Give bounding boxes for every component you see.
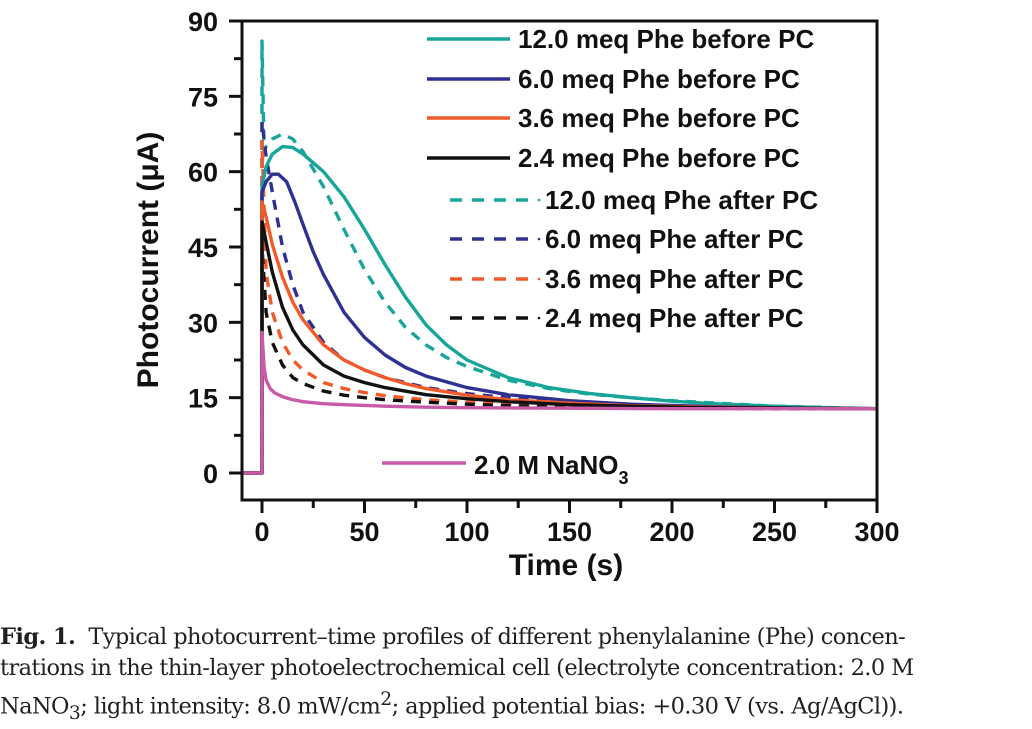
legend-swatch-dot (537, 237, 541, 241)
figure-label: Fig. 1. (0, 624, 76, 650)
x-tick-label: 300 (854, 517, 899, 547)
y-tick-label: 90 (188, 7, 218, 37)
legend-label: 3.6 meq Phe after PC (545, 264, 804, 294)
legend-label: 6.0 meq Phe after PC (545, 224, 804, 254)
series-line-2-0-m-nano (243, 330, 876, 475)
x-tick-label: 200 (649, 517, 694, 547)
figure-caption: Fig. 1. Typical photocurrent–time profil… (0, 622, 1032, 729)
y-tick-label: 45 (188, 233, 218, 263)
plot-lines (243, 39, 876, 475)
legend-swatch-dot (537, 316, 541, 320)
legend: 12.0 meq Phe before PC 6.0 meq Phe before… (382, 24, 818, 488)
legend-swatch-dot (537, 198, 541, 202)
chart: 0 15 30 45 60 75 90 0 50 100 150 200 250 300 Time (s… (132, 7, 900, 582)
legend-label: 6.0 meq Phe before PC (518, 64, 800, 94)
y-axis-ticks: 0 15 30 45 60 75 90 (188, 7, 242, 489)
y-tick-label: 15 (188, 384, 218, 414)
x-tick-label: 50 (349, 517, 379, 547)
legend-label: 12.0 meq Phe after PC (545, 185, 818, 215)
caption-text-2: trations in the thin-layer photoelectroc… (0, 655, 914, 681)
x-tick-label: 150 (547, 517, 592, 547)
x-tick-label: 250 (752, 517, 797, 547)
y-tick-label: 60 (188, 158, 218, 188)
x-tick-label: 0 (254, 517, 269, 547)
caption-text-3c: ; applied potential bias: +0.30 V (vs. A… (391, 693, 904, 720)
y-tick-label: 0 (203, 459, 218, 489)
caption-subscript: 3 (68, 703, 81, 724)
series-line-2-4-meq-phe-before-pc (243, 220, 876, 475)
caption-line-3: NaNO3; light intensity: 8.0 mW/cm2; appl… (0, 684, 1032, 729)
x-axis-title: Time (s) (509, 549, 623, 582)
series-line-12-0-meq-phe-before-pc (243, 144, 876, 475)
y-tick-label: 75 (188, 82, 218, 112)
series-line-6-0-meq-phe-after-pc (243, 119, 876, 475)
y-tick-label: 30 (188, 308, 218, 338)
x-axis-ticks: 0 50 100 150 200 250 300 (254, 500, 900, 547)
x-tick-label: 100 (444, 517, 489, 547)
caption-line-1: Fig. 1. Typical photocurrent–time profil… (0, 622, 1032, 653)
legend-swatch-dot (537, 277, 541, 281)
legend-label: 3.6 meq Phe before PC (518, 103, 800, 133)
legend-label: 12.0 meq Phe before PC (518, 24, 814, 54)
legend-label-nano3: 2.0 M NaNO3 (474, 450, 629, 488)
series-line-3-6-meq-phe-after-pc (243, 139, 876, 475)
caption-line-2: trations in the thin-layer photoelectroc… (0, 653, 1032, 684)
caption-superscript: 2 (380, 689, 392, 710)
caption-text-3a: NaNO (0, 693, 69, 720)
legend-label: 2.4 meq Phe before PC (518, 143, 800, 173)
caption-text-1: Typical photocurrent–time profiles of di… (88, 624, 906, 650)
series-line-2-4-meq-phe-after-pc (243, 245, 876, 475)
y-axis-title: Photocurrent (μA) (132, 132, 165, 389)
legend-label: 2.4 meq Phe after PC (545, 303, 804, 333)
series-line-6-0-meq-phe-before-pc (243, 172, 876, 475)
plot-frame (240, 19, 879, 502)
caption-text-3b: ; light intensity: 8.0 mW/cm (80, 693, 381, 720)
